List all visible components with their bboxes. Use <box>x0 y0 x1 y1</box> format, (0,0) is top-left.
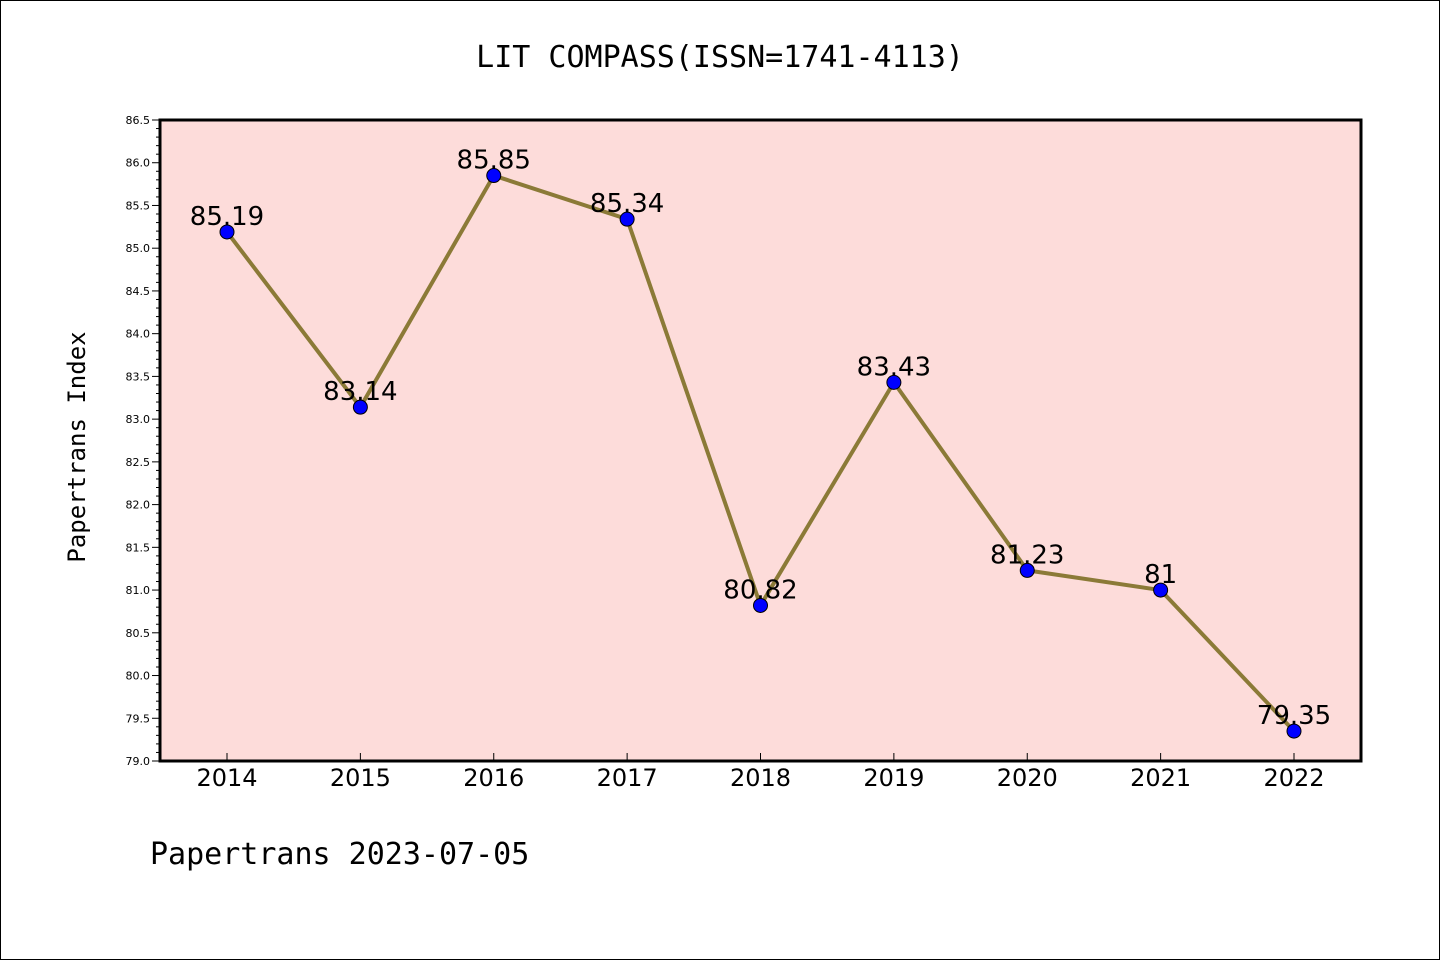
data-point <box>352 399 368 415</box>
y-tick-label: 85.0 <box>126 242 151 255</box>
data-label: 79.35 <box>1257 701 1331 731</box>
x-tick-label: 2015 <box>330 764 391 792</box>
y-axis-ticks: 79.0 79.5 80.0 80.5 81.0 81.5 82.0 82.5 83.0 83.5… <box>126 114 160 768</box>
data-point <box>1153 582 1169 598</box>
y-tick-label: 83.5 <box>126 370 151 383</box>
footer-text: Papertrans 2023-07-05 <box>150 837 529 872</box>
x-axis-ticks: 2014 2015 2016 2017 2018 2019 2020 2021 2022 <box>196 753 1325 792</box>
x-tick-label: 2016 <box>463 764 524 792</box>
data-series <box>219 168 1302 739</box>
x-tick-label: 2014 <box>196 764 257 792</box>
y-tick-label: 84.0 <box>126 328 151 341</box>
y-tick-label: 83.0 <box>126 413 151 426</box>
data-label: 83.43 <box>857 352 931 382</box>
data-point <box>219 224 235 240</box>
data-label: 85.34 <box>590 189 664 219</box>
data-label: 80.82 <box>723 575 797 605</box>
data-point <box>1286 723 1302 739</box>
y-tick-label: 84.5 <box>126 285 151 298</box>
x-tick-label: 2020 <box>997 764 1058 792</box>
data-labels: 85.19 83.14 85.85 85.34 80.82 83.43 81.23 81 79.… <box>190 146 1331 732</box>
data-point <box>619 211 635 227</box>
y-tick-label: 79.0 <box>126 755 151 768</box>
plot-area <box>158 118 1363 763</box>
data-point <box>886 374 902 390</box>
data-label: 81 <box>1144 560 1177 590</box>
data-point <box>486 168 502 184</box>
y-tick-label: 86.0 <box>126 157 151 170</box>
x-tick-label: 2019 <box>863 764 924 792</box>
data-point <box>753 597 768 613</box>
y-tick-label: 79.5 <box>126 712 151 725</box>
x-tick-label: 2017 <box>597 764 658 792</box>
data-point <box>1019 562 1035 578</box>
data-label: 83.14 <box>323 377 397 407</box>
chart-title: LIT COMPASS(ISSN=1741-4113) <box>476 40 964 75</box>
y-tick-label: 82.5 <box>126 456 151 469</box>
data-label: 81.23 <box>990 540 1064 570</box>
y-tick-label: 85.5 <box>126 199 151 212</box>
y-tick-label: 81.0 <box>126 584 151 597</box>
y-axis-label: Papertrans Index <box>63 331 91 562</box>
data-label: 85.19 <box>190 202 264 232</box>
y-tick-label: 86.5 <box>126 114 151 127</box>
y-tick-label: 82.0 <box>126 499 151 512</box>
data-label: 85.85 <box>457 146 531 176</box>
x-tick-label: 2022 <box>1263 764 1324 792</box>
y-tick-label: 80.5 <box>126 627 151 640</box>
x-tick-label: 2018 <box>730 764 791 792</box>
y-tick-label: 81.5 <box>126 541 151 554</box>
y-tick-label: 80.0 <box>126 670 151 683</box>
x-tick-label: 2021 <box>1130 764 1191 792</box>
